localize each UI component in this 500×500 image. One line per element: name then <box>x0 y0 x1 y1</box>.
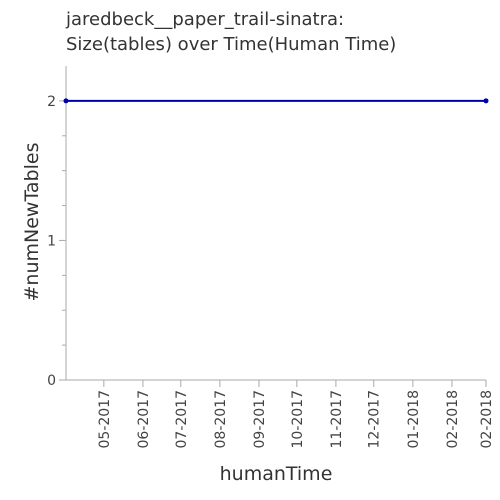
x-tick-label: 08-2017 <box>213 390 229 449</box>
x-tick-label: 02-2018 <box>445 390 461 449</box>
x-tick-label: 05-2017 <box>97 390 113 449</box>
x-axis-ticks: 05-2017 06-2017 07-2017 08-2017 09-2017 10-20… <box>97 380 495 449</box>
x-tick-label: 11-2017 <box>329 390 345 449</box>
y-tick-label: 2 <box>47 94 56 110</box>
x-tick-label: 02-2018 <box>479 390 495 449</box>
x-tick-label: 09-2017 <box>252 390 268 449</box>
y-axis-label: #numNewTables <box>21 143 43 302</box>
x-tick-label: 10-2017 <box>290 390 306 449</box>
data-point <box>63 98 69 104</box>
y-tick-label: 1 <box>47 233 56 249</box>
y-tick-label: 0 <box>47 373 56 389</box>
x-tick-label: 07-2017 <box>174 390 190 449</box>
chart-title-line-2: Size(tables) over Time(Human Time) <box>66 34 396 55</box>
x-tick-label: 12-2017 <box>367 390 383 449</box>
x-tick-label: 06-2017 <box>136 390 152 449</box>
y-axis-ticks: 0 1 2 <box>47 94 66 389</box>
x-tick-label: 01-2018 <box>406 390 422 449</box>
series-layer <box>63 98 489 104</box>
chart-title-line-1: jaredbeck__paper_trail-sinatra: <box>65 9 344 30</box>
data-point <box>483 98 489 104</box>
x-axis-label: humanTime <box>220 463 333 485</box>
